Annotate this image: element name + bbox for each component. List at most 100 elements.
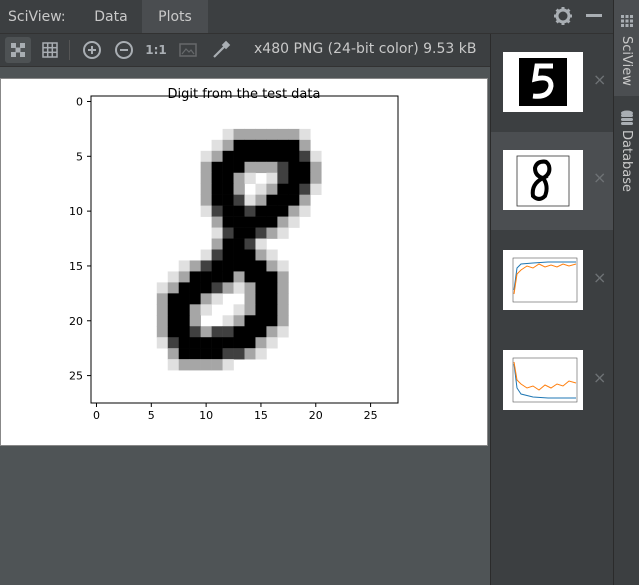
- digit-pixel: [255, 315, 267, 327]
- fit-image-icon[interactable]: [175, 37, 201, 63]
- digit-pixel: [211, 293, 223, 305]
- digit-pixel: [178, 326, 190, 338]
- grid-icon[interactable]: [37, 37, 63, 63]
- sidebar-label-database: Database: [619, 130, 634, 193]
- digit-pixel: [277, 172, 289, 185]
- digit-pixel: [233, 249, 245, 261]
- digit-pixel: [255, 260, 267, 272]
- plot-thumbnail-2[interactable]: ×: [491, 132, 614, 230]
- digit-pixel: [222, 227, 234, 239]
- digit-pixel: [244, 326, 256, 338]
- digit-pixel: [211, 183, 223, 195]
- digit-pixel: [266, 260, 278, 272]
- digit-pixel: [200, 271, 212, 283]
- digit-pixel: [277, 128, 289, 141]
- digit-pixel: [266, 315, 278, 327]
- digit-pixel: [200, 205, 212, 217]
- x-tick-label: 5: [148, 409, 155, 422]
- thumbnail-image: [503, 52, 583, 112]
- minimize-icon[interactable]: [586, 14, 602, 17]
- sciview-header: SciView: Data Plots: [0, 0, 613, 34]
- close-thumbnail-button[interactable]: ×: [593, 168, 607, 187]
- digit-pixel: [266, 282, 278, 294]
- plot-thumbnail-4[interactable]: ×: [491, 332, 614, 430]
- sidebar-tab-sciview[interactable]: SciView: [614, 0, 639, 96]
- digit-pixel: [222, 150, 234, 163]
- y-tick-label: 15: [69, 260, 83, 273]
- zoom-out-icon[interactable]: [111, 37, 137, 63]
- digit-pixel: [266, 337, 278, 349]
- database-icon: [621, 110, 633, 125]
- digit-pixel: [277, 205, 289, 217]
- digit-pixel: [244, 348, 256, 360]
- digit-pixel: [288, 183, 300, 195]
- digit-pixel: [233, 271, 245, 283]
- digit-pixel: [277, 271, 289, 283]
- digit-pixel: [200, 161, 212, 174]
- plot-thumbnail-3[interactable]: ×: [491, 232, 614, 330]
- sidebar-tab-database[interactable]: Database: [614, 100, 639, 200]
- digit-pixel: [233, 161, 245, 174]
- zoom-in-icon[interactable]: [79, 37, 105, 63]
- x-tick-label: 0: [93, 409, 100, 422]
- digit-pixel: [277, 282, 289, 294]
- tab-plots[interactable]: Plots: [142, 0, 208, 33]
- digit-pixel: [255, 304, 267, 316]
- image-toolbar: 1:1 x480 PNG (24-bit color) 9.53 kB: [0, 34, 490, 67]
- digit-pixel: [211, 216, 223, 228]
- digit-pixel: [288, 161, 300, 174]
- digit-pixel: [211, 238, 223, 250]
- digit-pixel: [167, 293, 180, 305]
- actual-size-button[interactable]: 1:1: [145, 43, 167, 57]
- digit-pixel: [156, 293, 169, 305]
- sidebar-label-sciview: SciView: [619, 36, 634, 86]
- digit-pixel: [299, 194, 311, 206]
- digit-pixel: [233, 194, 245, 206]
- chessboard-icon[interactable]: [5, 37, 31, 63]
- digit-pixel: [288, 194, 300, 206]
- digit-pixel: [222, 326, 234, 338]
- close-thumbnail-button[interactable]: ×: [593, 268, 607, 287]
- digit-pixel: [167, 315, 180, 327]
- digit-pixel: [266, 161, 278, 174]
- digit-pixel: [211, 139, 223, 152]
- plot-title: Digit from the test data: [167, 87, 321, 102]
- digit-pixel: [222, 238, 234, 250]
- y-tick-label: 5: [76, 150, 83, 163]
- plot-thumbnail-1[interactable]: ×: [491, 34, 614, 132]
- digit-pixel: [244, 194, 256, 206]
- digit-pixel: [244, 293, 256, 305]
- digit-pixel: [255, 293, 267, 305]
- digit-pixel: [288, 172, 300, 185]
- digit-pixel: [167, 348, 180, 360]
- digit-pixel: [255, 348, 267, 360]
- digit-pixel: [244, 139, 256, 152]
- tool-window-title: SciView:: [8, 9, 66, 25]
- digit-pixel: [255, 249, 267, 261]
- digit-plot: 0 5 10 15 20 25 0 5 10 15 20 25: [69, 95, 399, 422]
- digit-pixel: [189, 271, 201, 283]
- tab-data[interactable]: Data: [94, 9, 128, 25]
- digit-pixel: [255, 271, 267, 283]
- digit-pixel: [244, 315, 256, 327]
- close-thumbnail-button[interactable]: ×: [593, 70, 607, 89]
- thumbnail-image: [503, 250, 583, 310]
- digit-pixel: [233, 348, 245, 360]
- digit-pixel: [211, 271, 223, 283]
- digit-pixel: [244, 238, 256, 250]
- digit-pixel: [244, 227, 256, 239]
- digit-pixel: [200, 337, 212, 349]
- digit-pixel: [288, 216, 300, 228]
- color-picker-icon[interactable]: [208, 37, 234, 63]
- digit-pixel: [222, 194, 234, 206]
- digit-pixel: [255, 216, 267, 228]
- digit-pixel: [233, 172, 245, 185]
- digit-pixel: [277, 304, 289, 316]
- close-thumbnail-button[interactable]: ×: [593, 368, 607, 387]
- digit-pixel: [233, 183, 245, 195]
- digit-pixel: [167, 282, 180, 294]
- gear-icon[interactable]: [553, 6, 573, 26]
- digit-pixel: [310, 161, 322, 174]
- digit-pixel: [222, 172, 234, 185]
- digit-pixel: [222, 271, 234, 283]
